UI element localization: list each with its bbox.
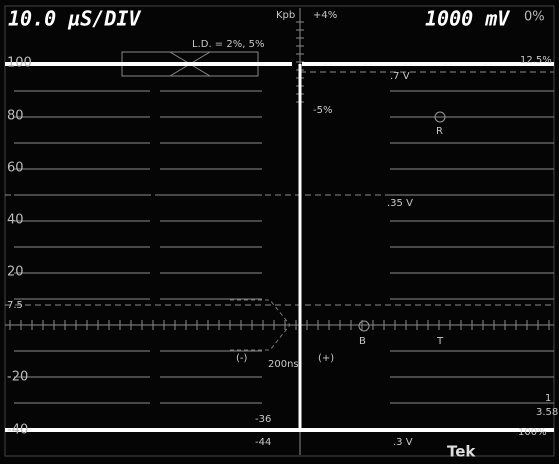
chroma-label: 1 xyxy=(545,393,551,404)
timing-label: (-) xyxy=(236,353,248,364)
chroma-label: 3.58 xyxy=(536,407,558,418)
sync-label: -36 xyxy=(255,414,271,425)
screen xyxy=(0,0,559,464)
ire-label: 20 xyxy=(7,265,24,280)
ld-label: L.D. = 2%, 5% xyxy=(192,39,264,50)
ire-label: -20 xyxy=(7,370,28,385)
ire-label: 7.5 xyxy=(7,300,23,311)
kpb-label: Kpb xyxy=(276,10,295,21)
kpb-plus: +4% xyxy=(313,10,337,21)
ire-label: 60 xyxy=(7,161,24,176)
timebase: 10.0 µS/DIV xyxy=(8,7,141,31)
volts-scale: 1000 mV xyxy=(425,7,510,31)
volt-label: .35 V xyxy=(387,198,413,209)
ire-label: 100 xyxy=(7,56,32,71)
kpb-minus: -5% xyxy=(313,105,332,116)
ire-label: 40 xyxy=(7,213,24,228)
volt-label: .3 V xyxy=(393,437,413,448)
percent-bottom: 100% xyxy=(518,427,547,438)
vector-label: B xyxy=(359,336,366,347)
sync-label: -44 xyxy=(255,437,271,448)
percent-label: 12.5% xyxy=(520,55,552,66)
vector-label: R xyxy=(436,126,443,137)
brand: Tek xyxy=(447,443,476,461)
timing-label: (+) xyxy=(318,353,334,364)
ire-label: -40 xyxy=(7,423,28,438)
ire-label: 80 xyxy=(7,109,24,124)
vector-label: T xyxy=(436,336,444,347)
volt-label: .7 V xyxy=(390,71,410,82)
kpb-zero: 0% xyxy=(524,10,545,25)
timing-label: 200ns xyxy=(268,359,299,370)
waveform-monitor: 10.0 µS/DIV 1000 mV Kpb +4% 0% -5% L.D. … xyxy=(0,0,559,464)
